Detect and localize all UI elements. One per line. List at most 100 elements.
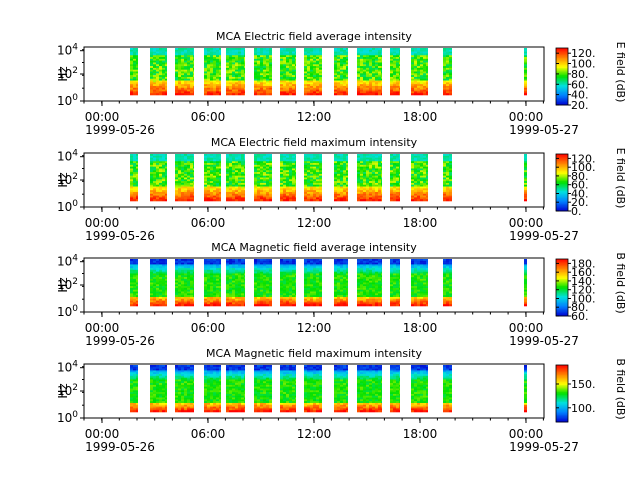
spectrogram-cell bbox=[307, 158, 310, 160]
spectrogram-cell bbox=[443, 73, 446, 75]
spectrogram-cell bbox=[219, 88, 221, 90]
spectrogram-cell bbox=[238, 75, 241, 77]
spectrogram-cell bbox=[334, 183, 337, 185]
spectrogram-cell bbox=[446, 86, 449, 88]
spectrogram-cell bbox=[156, 187, 159, 189]
spectrogram-cell bbox=[159, 91, 162, 93]
spectrogram-cell bbox=[269, 86, 272, 88]
spectrogram-cell bbox=[162, 304, 165, 306]
spectrogram-cell bbox=[310, 64, 313, 66]
spectrogram-cell bbox=[289, 185, 292, 187]
spectrogram-cell bbox=[165, 261, 167, 263]
spectrogram-cell bbox=[269, 174, 272, 176]
spectrogram-cell bbox=[423, 188, 426, 190]
spectrogram-cell bbox=[399, 86, 400, 88]
spectrogram-cell bbox=[283, 57, 286, 59]
spectrogram-cell bbox=[372, 81, 375, 83]
spectrogram-cell bbox=[178, 288, 181, 290]
spectrogram-cell bbox=[153, 62, 156, 64]
spectrogram-cell bbox=[372, 170, 375, 172]
spectrogram-cell bbox=[286, 48, 289, 50]
spectrogram-cell bbox=[366, 50, 369, 52]
spectrogram-cell bbox=[159, 174, 162, 176]
spectrogram-cell bbox=[229, 270, 232, 272]
spectrogram-cell bbox=[340, 57, 343, 59]
spectrogram-cell bbox=[216, 181, 219, 183]
spectrogram-cell bbox=[381, 79, 382, 81]
spectrogram-cell bbox=[165, 161, 167, 163]
spectrogram-cell bbox=[443, 59, 446, 61]
spectrogram-cell bbox=[260, 61, 263, 63]
spectrogram-cell bbox=[133, 50, 136, 52]
spectrogram-cell bbox=[343, 176, 346, 178]
spectrogram-cell bbox=[286, 176, 289, 178]
spectrogram-cell bbox=[153, 79, 156, 81]
spectrogram-cell bbox=[244, 84, 245, 86]
spectrogram-cell bbox=[254, 268, 257, 270]
spectrogram-cell bbox=[153, 302, 156, 304]
spectrogram-cell bbox=[313, 59, 316, 61]
spectrogram-cell bbox=[360, 154, 363, 156]
spectrogram-cell bbox=[286, 168, 289, 170]
spectrogram-cell bbox=[316, 196, 319, 198]
spectrogram-cell bbox=[337, 88, 340, 90]
spectrogram-cell bbox=[411, 82, 414, 84]
spectrogram-cell bbox=[162, 279, 165, 281]
spectrogram-cell bbox=[295, 50, 296, 52]
spectrogram-cell bbox=[446, 156, 449, 158]
spectrogram-cell bbox=[232, 266, 235, 268]
spectrogram-cell bbox=[184, 48, 187, 50]
spectrogram-cell bbox=[254, 266, 257, 268]
spectrogram-cell bbox=[313, 185, 316, 187]
spectrogram-cell bbox=[426, 183, 428, 185]
spectrogram-cell bbox=[343, 68, 346, 70]
spectrogram-cell bbox=[184, 290, 187, 292]
spectrogram-cell bbox=[175, 279, 178, 281]
spectrogram-cell bbox=[340, 185, 343, 187]
spectrogram-cell bbox=[162, 288, 165, 290]
spectrogram-cell bbox=[232, 82, 235, 84]
spectrogram-cell bbox=[244, 61, 245, 63]
spectrogram-cell bbox=[378, 50, 381, 52]
spectrogram-cell bbox=[165, 259, 167, 261]
spectrogram-cell bbox=[443, 66, 446, 68]
spectrogram-cell bbox=[165, 93, 167, 95]
spectrogram-cell bbox=[319, 172, 322, 174]
spectrogram-cell bbox=[524, 84, 527, 86]
spectrogram-cell bbox=[423, 57, 426, 59]
spectrogram-cell bbox=[175, 290, 178, 292]
spectrogram-cell bbox=[187, 196, 190, 198]
spectrogram-cell bbox=[399, 77, 400, 79]
spectrogram-cell bbox=[266, 174, 269, 176]
spectrogram-cell bbox=[346, 68, 348, 70]
spectrogram-cell bbox=[286, 50, 289, 52]
spectrogram-cell bbox=[423, 181, 426, 183]
spectrogram-cell bbox=[263, 281, 266, 283]
spectrogram-cell bbox=[304, 192, 307, 194]
spectrogram-cell bbox=[449, 161, 452, 163]
spectrogram-cell bbox=[524, 158, 527, 160]
spectrogram-cell bbox=[295, 192, 296, 194]
spectrogram-cell bbox=[396, 185, 399, 187]
spectrogram-cell bbox=[366, 165, 369, 167]
spectrogram-cell bbox=[399, 194, 400, 196]
spectrogram-cell bbox=[232, 196, 235, 198]
spectrogram-cell bbox=[393, 185, 396, 187]
spectrogram-cell bbox=[357, 194, 360, 196]
spectrogram-cell bbox=[363, 61, 366, 63]
spectrogram-cell bbox=[193, 88, 194, 90]
spectrogram-cell bbox=[289, 84, 292, 86]
spectrogram-cell bbox=[310, 62, 313, 64]
spectrogram-cell bbox=[184, 295, 187, 297]
spectrogram-cell bbox=[136, 190, 138, 192]
spectrogram-cell bbox=[414, 183, 417, 185]
spectrogram-cell bbox=[187, 199, 190, 201]
spectrogram-cell bbox=[184, 261, 187, 263]
spectrogram-cell bbox=[178, 179, 181, 181]
spectrogram-cell bbox=[304, 178, 307, 180]
spectrogram-cell bbox=[346, 61, 348, 63]
spectrogram-cell bbox=[184, 197, 187, 199]
spectrogram-cell bbox=[175, 84, 178, 86]
spectrogram-cell bbox=[213, 185, 216, 187]
spectrogram-cell bbox=[204, 163, 207, 165]
